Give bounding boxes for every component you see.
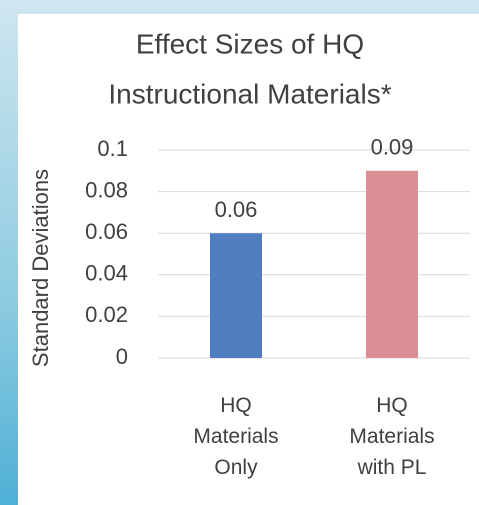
y-tick-label: 0 (116, 344, 128, 369)
y-tick-label: 0.1 (97, 136, 128, 161)
bar (366, 170, 418, 358)
x-tick-label: HQ Materials Only (193, 394, 279, 479)
y-tick-label: 0.02 (85, 302, 128, 327)
bar (210, 233, 262, 358)
x-tick-label: HQ Materials with PL (349, 394, 435, 479)
chart-title: Effect Sizes of HQ (136, 28, 364, 59)
data-label: 0.06 (215, 197, 258, 222)
data-label: 0.09 (371, 135, 414, 160)
y-tick-label: 0.04 (85, 261, 128, 286)
y-tick-label: 0.06 (85, 219, 128, 244)
chart-title: Instructional Materials* (108, 78, 391, 109)
y-axis-label: Standard Deviations (28, 169, 53, 367)
y-tick-label: 0.08 (85, 177, 128, 202)
